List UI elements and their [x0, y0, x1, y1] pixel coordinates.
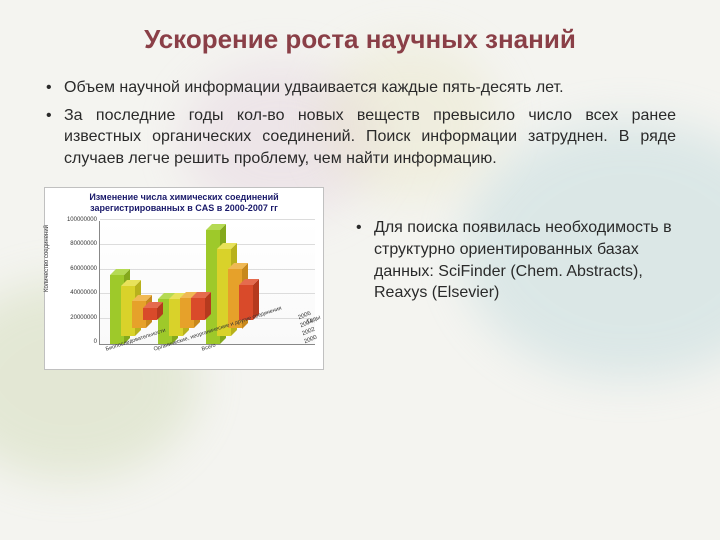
chart-depth-labels: 2000200220042006: [277, 285, 317, 345]
chart-bar: [191, 298, 205, 320]
list-item: За последние годы кол-во новых веществ п…: [44, 105, 676, 170]
right-bullet-list: Для поиска появилась необходимость в стр…: [354, 217, 676, 303]
chart-category-labels: БиопоследовательностиОрганические, неорг…: [99, 345, 315, 367]
chart-3d-bar: Изменение числа химических соединений за…: [44, 187, 324, 370]
chart-bar: [143, 308, 157, 320]
list-item: Объем научной информации удваивается каж…: [44, 77, 676, 99]
list-item: Для поиска появилась необходимость в стр…: [354, 217, 676, 303]
chart-y-axis-ticks: 1000000008000000060000000400000002000000…: [49, 217, 99, 345]
chart-plot-area: Количество соединений 100000000800000006…: [49, 217, 319, 367]
slide: Ускорение роста научных знаний Объем нау…: [0, 0, 720, 540]
page-title: Ускорение роста научных знаний: [44, 24, 676, 55]
top-bullet-list: Объем научной информации удваивается каж…: [44, 77, 676, 169]
chart-title: Изменение числа химических соединений за…: [49, 192, 319, 213]
